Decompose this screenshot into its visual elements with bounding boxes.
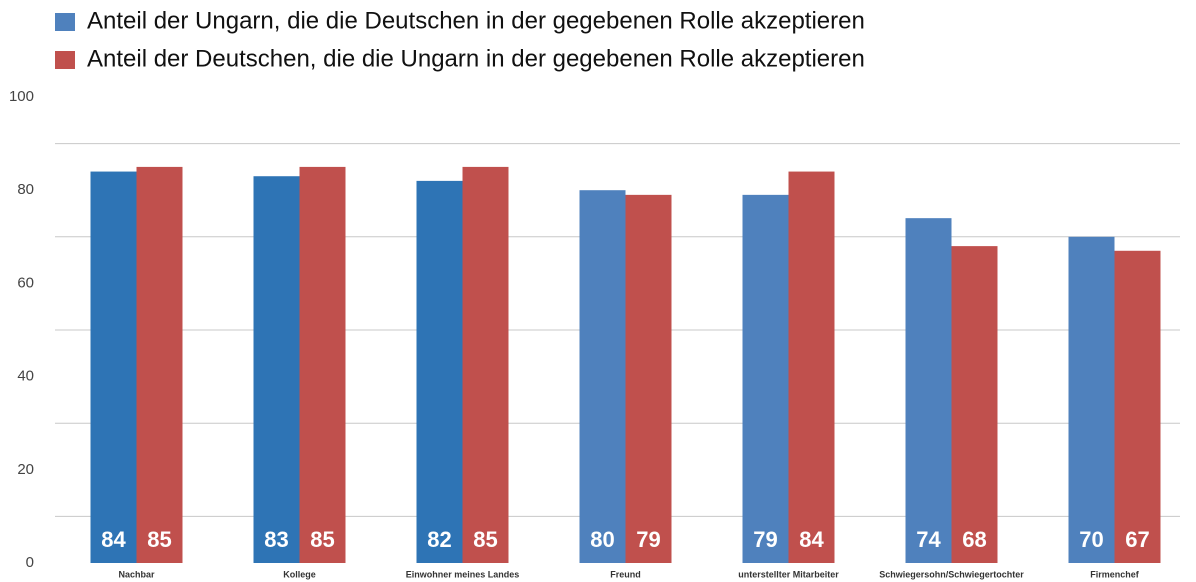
value-label: 82 <box>427 527 451 552</box>
bar <box>579 190 626 563</box>
bar <box>253 176 300 563</box>
value-label: 83 <box>264 527 288 552</box>
legend-swatch <box>55 51 75 69</box>
value-label: 79 <box>636 527 660 552</box>
x-tick-label: Firmenchef <box>1090 569 1140 579</box>
bar <box>299 166 346 563</box>
bar <box>90 171 137 563</box>
x-tick-label: Freund <box>610 569 641 579</box>
value-label: 68 <box>962 527 986 552</box>
y-tick-label: 80 <box>17 181 34 198</box>
value-label: 67 <box>1125 527 1149 552</box>
value-label: 84 <box>799 527 824 552</box>
y-tick-label: 0 <box>26 554 34 571</box>
value-label: 80 <box>590 527 614 552</box>
bar <box>416 180 463 563</box>
value-label: 85 <box>147 527 171 552</box>
value-label: 84 <box>101 527 126 552</box>
value-label: 74 <box>916 527 941 552</box>
x-tick-label: unterstellter Mitarbeiter <box>738 569 839 579</box>
bar <box>136 166 183 563</box>
bar <box>1114 250 1161 563</box>
bar <box>1068 236 1115 564</box>
bar <box>625 194 672 564</box>
bar <box>905 218 952 563</box>
value-label: 85 <box>473 527 497 552</box>
x-tick-label: Schwiegersohn/Schwiegertochter <box>879 569 1024 579</box>
y-tick-label: 100 <box>9 88 34 105</box>
value-label: 70 <box>1079 527 1103 552</box>
x-tick-label: Nachbar <box>118 569 155 579</box>
value-label: 79 <box>753 527 777 552</box>
bar <box>462 166 509 563</box>
legend-swatch <box>55 13 75 31</box>
x-tick-label: Kollege <box>283 569 316 579</box>
y-tick-label: 40 <box>17 368 34 385</box>
value-label: 85 <box>310 527 334 552</box>
bar <box>951 246 998 563</box>
bar <box>742 194 789 564</box>
x-tick-label: Einwohner meines Landes <box>406 569 520 579</box>
bar <box>788 171 835 563</box>
legend-label: Anteil der Deutschen, die die Ungarn in … <box>87 45 865 72</box>
y-tick-label: 60 <box>17 274 34 291</box>
legend-label: Anteil der Ungarn, die die Deutschen in … <box>87 7 865 34</box>
y-tick-label: 20 <box>17 461 34 478</box>
